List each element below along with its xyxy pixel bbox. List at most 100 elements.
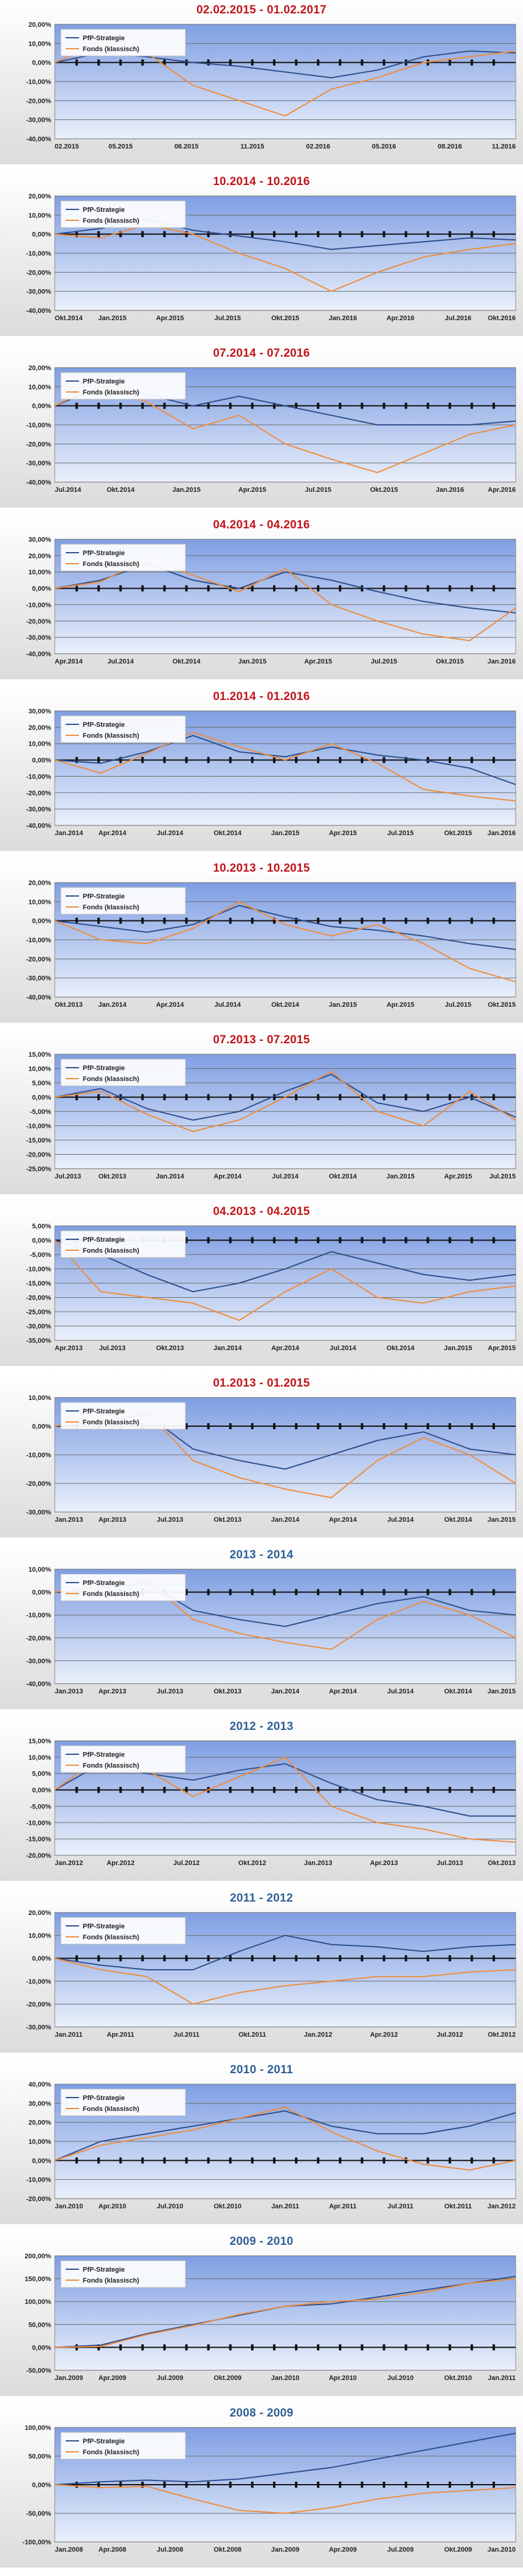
legend-label-strategy: PfP-Strategie: [83, 550, 125, 557]
x-tick-label: Jul.2015: [215, 315, 241, 322]
zero-line-marker: [448, 1094, 451, 1101]
x-tick-label: Apr.2015: [444, 1173, 472, 1180]
strategy-series-line: [54, 2110, 516, 2161]
zero-line-marker: [317, 757, 320, 763]
y-tick-label: -40,00%: [26, 479, 51, 486]
zero-line-marker: [229, 2344, 232, 2351]
x-tick-label: Apr.2009: [329, 2546, 357, 2553]
x-tick-label: Apr.2015: [304, 658, 332, 665]
legend-label-fund: Fonds (klassisch): [83, 389, 139, 396]
zero-line-marker: [470, 1237, 473, 1244]
y-tick-label: -20,00%: [26, 618, 51, 625]
chart-panel: 10.2013 - 10.2015 20,00% 10,00% 0,00% -10,00…: [0, 858, 523, 1030]
zero-line-marker: [251, 1423, 254, 1429]
zero-line-marker: [119, 1787, 122, 1793]
zero-line-marker: [404, 2344, 407, 2351]
zero-line-marker: [185, 59, 188, 66]
zero-line-marker: [470, 1589, 473, 1595]
legend-label-strategy: PfP-Strategie: [83, 893, 125, 900]
zero-line-marker: [163, 2157, 166, 2164]
legend-label-fund: Fonds (klassisch): [83, 561, 139, 568]
x-tick-label: Apr.2015: [238, 486, 266, 494]
fund-series-line: [54, 223, 516, 292]
x-tick-label: Apr.2014: [329, 1516, 358, 1524]
zero-line-marker: [295, 231, 298, 237]
zero-line-marker: [185, 2344, 188, 2351]
legend-box: [60, 1917, 186, 1945]
x-tick-label: Jul.2009: [157, 2375, 183, 2382]
zero-line-marker: [97, 2482, 100, 2488]
zero-line-marker: [295, 2157, 298, 2164]
zero-line-marker: [361, 757, 364, 763]
zero-line-marker: [97, 2157, 100, 2164]
x-tick-label: Okt.2016: [488, 315, 516, 322]
zero-line-marker: [339, 402, 342, 409]
line-chart: 20,00% 10,00% 0,00% -10,00% -20,00% -30,00% -4…: [26, 21, 516, 150]
y-tick-label: 10,00%: [29, 1395, 52, 1402]
zero-line-marker: [295, 917, 298, 924]
x-tick-label: Okt.2011: [445, 2203, 472, 2210]
zero-line-marker: [492, 917, 495, 924]
x-tick-label: Jan.2012: [488, 2203, 516, 2210]
legend-box: [60, 1402, 186, 1430]
zero-line-marker: [470, 757, 473, 763]
y-tick-label: -10,00%: [26, 250, 51, 257]
legend-box: [60, 715, 186, 743]
zero-line-marker: [163, 757, 166, 763]
zero-line-marker: [361, 59, 364, 66]
zero-line-marker: [207, 585, 210, 592]
chart-title: 2010 - 2011: [230, 2063, 293, 2076]
y-tick-label: -15,00%: [26, 1280, 51, 1287]
zero-line-marker: [141, 59, 144, 66]
x-tick-label: Jan.2016: [329, 315, 357, 322]
zero-line-marker: [339, 2157, 342, 2164]
zero-line-marker: [119, 2344, 122, 2351]
y-tick-label: -5,00%: [30, 1251, 51, 1259]
zero-line-marker: [251, 1589, 254, 1595]
zero-line-marker: [229, 1423, 232, 1429]
chart-panel: 2010 - 2011 40,00% 30,00% 20,00% 10,00% 0,00%…: [0, 2060, 523, 2231]
fund-series-line: [54, 2106, 516, 2171]
zero-line-marker: [470, 585, 473, 592]
y-tick-label: -40,00%: [26, 307, 51, 315]
zero-line-marker: [470, 2157, 473, 2164]
zero-line-marker: [185, 231, 188, 237]
zero-line-marker: [492, 585, 495, 592]
x-tick-label: Jul.2013: [157, 1688, 183, 1695]
x-tick-label: Jul.2014: [387, 1516, 414, 1524]
x-tick-label: Jan.2013: [304, 1860, 332, 1867]
y-tick-label: -10,00%: [26, 773, 51, 780]
line-chart: 20,00% 10,00% 0,00% -10,00% -20,00% -30,00% Ja…: [26, 1909, 516, 2039]
zero-line-marker: [272, 1787, 275, 1793]
y-tick-label: -30,00%: [26, 634, 51, 642]
zero-line-marker: [272, 231, 275, 237]
chart-title: 2012 - 2013: [229, 1720, 294, 1733]
y-tick-label: 20,00%: [29, 553, 52, 560]
chart-panel: 02.02.2015 - 01.02.2017 20,00% 10,00% 0,00%…: [0, 0, 523, 172]
x-tick-label: Jan.2015: [488, 1688, 516, 1695]
x-tick-label: Okt.2010: [213, 2203, 241, 2210]
y-tick-label: 0,00%: [32, 231, 51, 239]
zero-line-marker: [404, 2157, 407, 2164]
zero-line-marker: [163, 231, 166, 237]
fund-series-line: [54, 731, 516, 802]
zero-line-marker: [426, 1094, 429, 1101]
y-tick-label: 20,00%: [29, 880, 52, 887]
zero-line-marker: [426, 917, 429, 924]
y-tick-label: 10,00%: [29, 2138, 52, 2146]
x-tick-label: Apr.2015: [488, 1345, 516, 1352]
y-tick-label: -20,00%: [26, 2196, 51, 2203]
legend-label-strategy: PfP-Strategie: [83, 206, 125, 214]
x-tick-label: Jan.2014: [271, 1516, 300, 1524]
zero-line-marker: [75, 917, 78, 924]
y-tick-label: -5,00%: [30, 1803, 51, 1810]
x-tick-label: Jul.2011: [173, 2031, 199, 2039]
zero-line-marker: [119, 59, 122, 66]
zero-line-marker: [185, 1094, 188, 1101]
legend-label-fund: Fonds (klassisch): [83, 2449, 139, 2456]
zero-line-marker: [426, 402, 429, 409]
zero-line-marker: [141, 585, 144, 592]
zero-line-marker: [339, 757, 342, 763]
strategy-series-line: [54, 1073, 516, 1121]
y-tick-label: -20,00%: [26, 97, 51, 105]
